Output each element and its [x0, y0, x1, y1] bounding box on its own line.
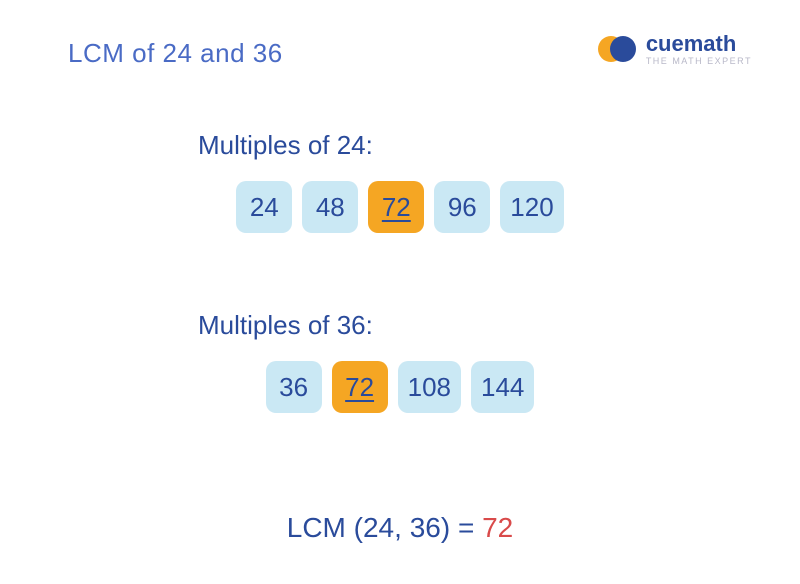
result-answer: 72	[482, 512, 513, 543]
multiples-24-label: Multiples of 24:	[198, 130, 373, 161]
result-prefix: LCM (24, 36) =	[287, 512, 482, 543]
logo-text: cuemath THE MATH EXPERT	[646, 33, 752, 66]
multiples-36-label: Multiples of 36:	[198, 310, 373, 341]
multiples-36-chips: 3672108144	[266, 361, 535, 413]
page-title: LCM of 24 and 36	[68, 38, 283, 69]
multiple-chip: 144	[471, 361, 534, 413]
logo-sub-text: THE MATH EXPERT	[646, 57, 752, 66]
multiple-chip: 48	[302, 181, 358, 233]
lcm-result: LCM (24, 36) = 72	[0, 512, 800, 544]
multiple-chip: 120	[500, 181, 563, 233]
multiple-chip: 24	[236, 181, 292, 233]
multiple-chip-highlight: 72	[368, 181, 424, 233]
brand-logo: cuemath THE MATH EXPERT	[596, 28, 752, 70]
multiple-chip: 96	[434, 181, 490, 233]
multiples-24-section: Multiples of 24: 24487296120	[0, 130, 800, 233]
multiple-chip-highlight: 72	[332, 361, 388, 413]
multiples-24-chips: 24487296120	[236, 181, 563, 233]
logo-mark-icon	[596, 28, 638, 70]
multiple-chip: 108	[398, 361, 461, 413]
multiples-36-section: Multiples of 36: 3672108144	[0, 310, 800, 413]
logo-main-text: cuemath	[646, 33, 752, 55]
multiple-chip: 36	[266, 361, 322, 413]
